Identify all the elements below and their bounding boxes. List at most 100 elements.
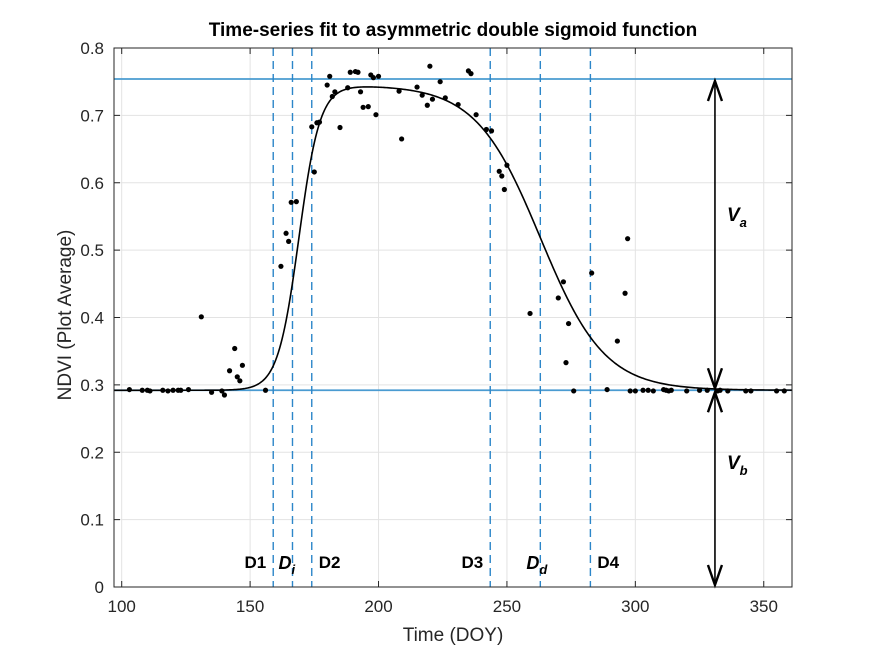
data-point — [563, 360, 569, 366]
data-point — [455, 101, 461, 108]
data-point — [650, 388, 656, 394]
axes: 100 150 200 250 300 350 0 0.1 0.2 0.3 0.4 0.5 0.6 0.7… — [80, 39, 793, 616]
y-tick-label: 0 — [95, 578, 104, 597]
data-point — [589, 270, 595, 276]
grid — [114, 47, 792, 588]
data-point — [345, 85, 351, 91]
arrowhead — [706, 77, 724, 102]
y-tick-label: 0.8 — [80, 39, 104, 58]
data-point — [622, 290, 628, 296]
data-point — [743, 388, 749, 394]
y-tick-label: 0.2 — [80, 443, 104, 462]
data-point — [347, 69, 353, 75]
data-point — [781, 388, 787, 394]
data-point — [614, 338, 620, 344]
data-point — [442, 95, 448, 101]
data-point — [147, 388, 153, 394]
data-point — [165, 388, 171, 394]
data-point — [773, 388, 780, 394]
data-point — [496, 168, 502, 174]
marker-label: D2 — [319, 553, 341, 572]
x-tick-label: 100 — [108, 597, 136, 616]
y-tick-label: 0.5 — [80, 241, 104, 260]
data-point — [309, 124, 315, 130]
data-point — [139, 387, 145, 393]
x-tick-label: 150 — [236, 597, 264, 616]
data-point — [483, 126, 489, 133]
data-point — [278, 263, 284, 269]
data-point — [219, 388, 225, 394]
data-point — [696, 387, 703, 393]
data-point — [373, 112, 379, 118]
data-point — [717, 387, 723, 393]
data-point — [208, 389, 215, 395]
x-tick-label: 200 — [364, 597, 392, 616]
data-point — [283, 230, 289, 236]
data-point — [226, 368, 233, 374]
data-point — [324, 82, 330, 88]
data-point — [365, 104, 371, 110]
data-point — [185, 386, 192, 393]
data-point — [332, 89, 338, 95]
data-point — [178, 387, 184, 393]
data-point — [632, 388, 638, 394]
x-tick-label: 250 — [493, 597, 521, 616]
data-point — [126, 386, 133, 393]
data-point — [571, 388, 577, 394]
data-point — [429, 96, 436, 102]
data-point — [237, 378, 243, 384]
arrowhead — [706, 564, 724, 589]
data-point — [488, 128, 495, 134]
data-point — [288, 199, 294, 205]
data-point — [311, 169, 317, 175]
y-tick-label: 0.1 — [80, 511, 104, 530]
fit-curve — [114, 86, 792, 392]
data-point — [555, 295, 561, 301]
data-point — [399, 136, 405, 142]
data-point — [234, 374, 240, 380]
data-point — [725, 388, 731, 394]
data-point — [468, 71, 474, 77]
data-point — [748, 388, 754, 394]
data-points — [126, 63, 787, 398]
y-tick-label: 0.6 — [80, 174, 104, 193]
data-point — [360, 104, 366, 110]
data-point — [625, 236, 631, 242]
data-point — [337, 124, 343, 131]
data-point — [396, 88, 402, 94]
data-point — [424, 102, 430, 108]
data-point — [419, 92, 425, 98]
data-point — [501, 186, 507, 193]
data-point — [627, 388, 633, 394]
marker-label: D4 — [597, 553, 619, 572]
arrowhead — [706, 367, 724, 392]
data-point — [437, 79, 443, 85]
chart-title: Time-series fit to asymmetric double sig… — [209, 20, 697, 41]
data-point — [329, 93, 335, 100]
data-point — [232, 345, 238, 352]
x-tick-label: 300 — [621, 597, 649, 616]
marker-label: D1 — [244, 553, 266, 572]
data-point — [565, 320, 572, 327]
data-point — [355, 69, 361, 75]
data-point — [327, 73, 333, 79]
data-point — [527, 310, 533, 317]
y-axis-label: NDVI (Plot Average) — [55, 230, 76, 401]
x-tick-label: 350 — [750, 597, 778, 616]
data-point — [604, 386, 610, 393]
y-tick-label: 0.7 — [80, 106, 104, 125]
fit-curve-group — [114, 86, 792, 392]
data-point — [640, 387, 646, 393]
data-point — [704, 387, 710, 393]
data-point — [499, 173, 505, 179]
data-point — [370, 75, 376, 81]
y-tick-label: 0.3 — [80, 376, 104, 395]
data-point — [160, 387, 166, 393]
data-point — [262, 387, 269, 393]
data-point — [293, 199, 299, 205]
arrowhead — [706, 388, 724, 413]
data-point — [198, 314, 204, 320]
data-point — [239, 362, 246, 368]
